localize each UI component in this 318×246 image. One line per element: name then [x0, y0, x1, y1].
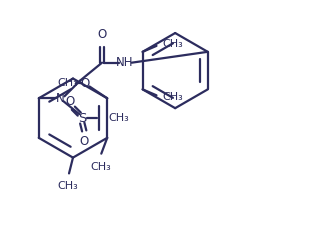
Text: CH₃: CH₃	[58, 181, 79, 191]
Text: CH₃: CH₃	[108, 113, 129, 123]
Text: CH₃: CH₃	[162, 39, 183, 49]
Text: CH₃: CH₃	[90, 162, 111, 171]
Text: O: O	[66, 95, 75, 108]
Text: O: O	[80, 135, 89, 148]
Text: S: S	[78, 111, 86, 124]
Text: O: O	[97, 28, 107, 41]
Text: NH: NH	[116, 56, 134, 69]
Text: CH₃: CH₃	[162, 92, 183, 102]
Text: N: N	[56, 92, 65, 105]
Text: O: O	[81, 77, 90, 90]
Text: CH₃: CH₃	[57, 78, 78, 89]
